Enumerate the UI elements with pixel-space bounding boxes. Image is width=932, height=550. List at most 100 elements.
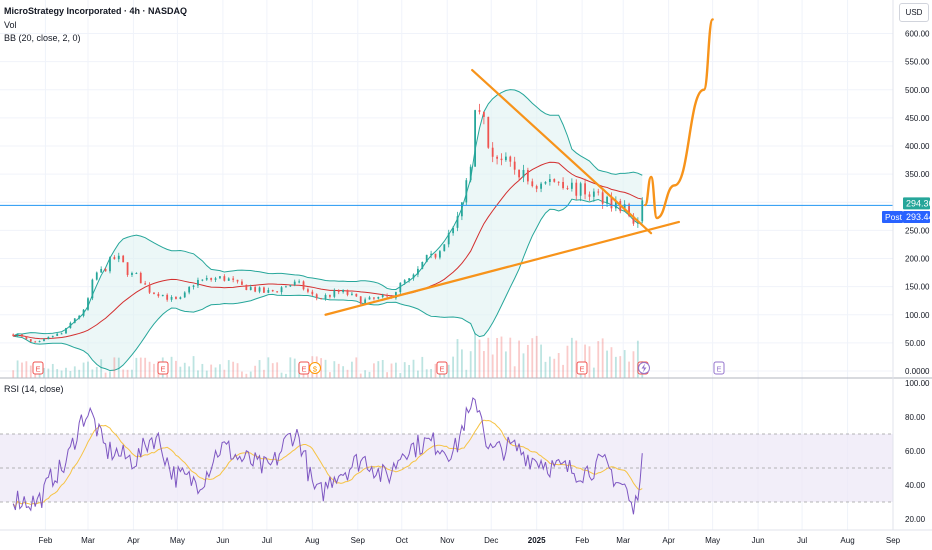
volume-bar xyxy=(412,359,415,378)
candle-body xyxy=(201,279,204,281)
candle-body xyxy=(87,298,89,310)
volume-bar xyxy=(254,365,257,378)
currency-button[interactable]: USD xyxy=(899,3,929,22)
volume-bar xyxy=(553,358,556,378)
volume-bar xyxy=(289,357,292,378)
trendline-upper xyxy=(471,68,653,235)
candle-body xyxy=(412,274,415,279)
candle-body xyxy=(175,296,177,299)
volume-bar xyxy=(465,369,468,378)
candle-body xyxy=(135,272,138,274)
price-tick-label: 450.00 xyxy=(905,114,930,123)
time-tick-label: Aug xyxy=(840,536,854,545)
price-tick-label: 100.00 xyxy=(905,311,930,320)
rsi-line xyxy=(12,397,643,515)
candle-body xyxy=(166,294,169,300)
rsi-axis[interactable]: 100.00 80.00 60.00 40.00 20.00 xyxy=(905,379,930,524)
rsi-pane[interactable] xyxy=(0,397,893,515)
candle-body xyxy=(302,281,305,290)
candle-body xyxy=(34,341,37,343)
volume-bar xyxy=(320,358,323,378)
candle-body xyxy=(474,110,476,167)
candle-body xyxy=(91,279,94,299)
candle-body xyxy=(298,281,301,283)
rsi-tick-label: 60.00 xyxy=(905,447,926,456)
volume-bar xyxy=(377,361,380,378)
candle-body xyxy=(148,284,151,293)
time-tick-label: Jun xyxy=(216,536,229,545)
candle-body xyxy=(570,182,573,189)
volume-bar xyxy=(548,356,551,378)
earnings-marker[interactable]: E xyxy=(157,361,169,375)
price-tick-label: 50.00 xyxy=(905,339,926,348)
candle-body xyxy=(43,339,45,342)
candle-body xyxy=(157,293,160,297)
candle-body xyxy=(170,296,173,300)
current-price-label: 294.36 xyxy=(906,198,932,208)
candle-body xyxy=(540,183,542,189)
dividend-marker-badge xyxy=(309,362,321,374)
candle-body xyxy=(377,296,380,299)
volume-bar xyxy=(430,369,433,378)
candle-body xyxy=(487,116,490,148)
candle-body xyxy=(447,233,450,245)
bb-legend[interactable]: BB (20, close, 2, 0) xyxy=(4,33,81,43)
volume-bar xyxy=(126,369,129,378)
candle-body xyxy=(351,293,353,295)
candle-body xyxy=(601,192,604,204)
volume-bar xyxy=(109,371,111,378)
volume-bar xyxy=(139,357,142,378)
candle-body xyxy=(131,273,133,275)
candle-body xyxy=(267,290,270,293)
bb-lower-band xyxy=(13,198,643,372)
price-pane[interactable]: EEE$EEEE xyxy=(0,18,893,378)
time-tick-label: Mar xyxy=(81,536,95,545)
candle-body xyxy=(245,284,248,291)
volume-bar xyxy=(491,354,494,378)
volume-bar xyxy=(153,363,155,378)
rsi-legend[interactable]: RSI (14, close) xyxy=(4,384,64,394)
candle-body xyxy=(78,315,81,319)
candle-body xyxy=(65,327,67,334)
time-axis[interactable]: Feb Mar Apr May Jun Jul Aug Sep Oct Nov Dec 2025 Feb… xyxy=(39,536,901,545)
earnings-marker[interactable]: E xyxy=(576,361,588,375)
candle-body xyxy=(263,287,265,293)
volume-bar xyxy=(355,357,358,378)
volume-bar xyxy=(29,365,32,378)
earnings-marker[interactable]: E xyxy=(298,361,310,375)
earnings-marker[interactable]: E xyxy=(436,361,448,375)
earnings-marker[interactable]: E xyxy=(32,361,44,375)
candle-body xyxy=(117,255,120,260)
volume-bar xyxy=(188,366,191,378)
candle-body xyxy=(588,194,591,197)
candle-body xyxy=(579,183,582,196)
candle-body xyxy=(566,188,569,190)
volume-bar xyxy=(597,341,600,378)
volume-bar xyxy=(131,369,133,378)
volume-bar xyxy=(623,350,626,378)
drawing-tools[interactable] xyxy=(324,18,714,316)
candle-body xyxy=(280,287,283,293)
candle-body xyxy=(214,278,217,280)
event-markers[interactable]: EEE$EEEE xyxy=(32,361,725,375)
candle-body xyxy=(69,322,72,328)
candle-body xyxy=(38,341,41,343)
candle-body xyxy=(386,295,389,297)
volume-legend[interactable]: Vol xyxy=(4,20,17,30)
volume-bar xyxy=(324,359,327,378)
volume-bar xyxy=(619,356,622,378)
volume-bar xyxy=(263,369,265,378)
earnings-marker[interactable]: E xyxy=(713,361,725,375)
volume-bar xyxy=(25,361,28,378)
candle-body xyxy=(139,272,142,284)
candle-body xyxy=(381,295,384,297)
candle-body xyxy=(183,292,186,298)
candle-body xyxy=(557,181,560,183)
dividend-marker[interactable]: $ xyxy=(309,362,321,374)
symbol-title[interactable]: MicroStrategy Incorporated · 4h · NASDAQ xyxy=(4,6,188,16)
event-marker-label: E xyxy=(301,365,306,374)
candle-body xyxy=(122,255,125,263)
time-tick-label: Apr xyxy=(662,536,675,545)
volume-bar xyxy=(241,371,243,378)
